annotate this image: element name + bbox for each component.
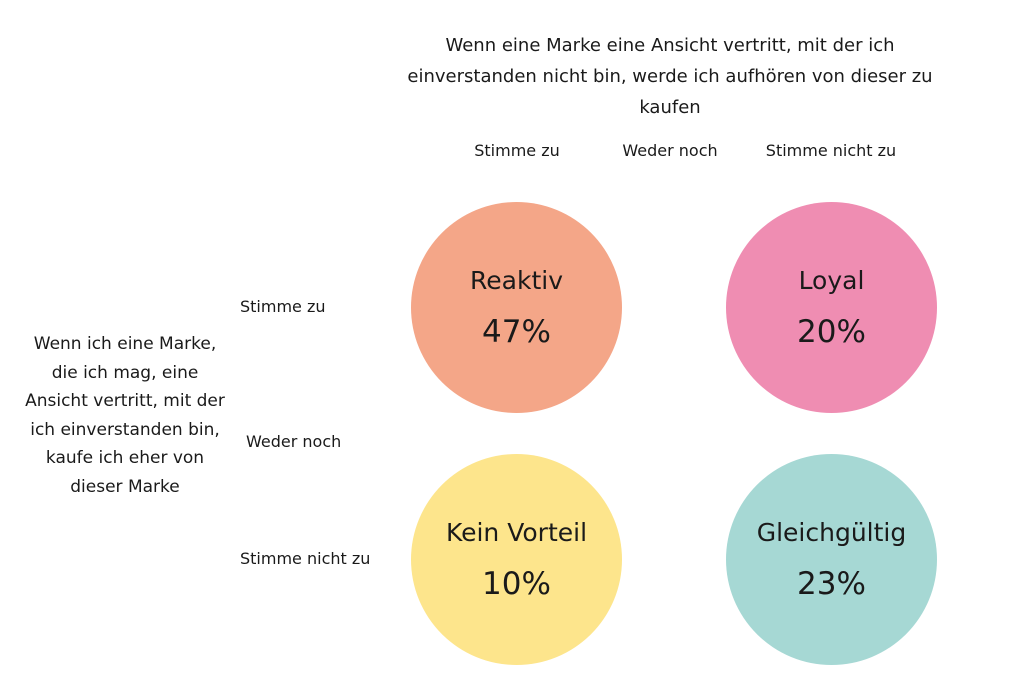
chart-title: Wenn eine Marke eine Ansicht vertritt, m…: [407, 35, 933, 118]
bubble-value: 47%: [482, 313, 551, 350]
row-axis-title: Wenn ich eine Marke, die ich mag, eine A…: [25, 334, 225, 497]
row-header-stimme-zu: Stimme zu: [240, 297, 326, 316]
bubble-label: Kein Vorteil: [445, 517, 588, 547]
row-header-stimme-nicht-zu: Stimme nicht zu: [240, 549, 371, 568]
column-header-weder-noch: Weder noch: [622, 141, 718, 160]
column-header-stimme-zu: Stimme zu: [474, 141, 560, 160]
row-header-weder-noch: Weder noch: [246, 432, 342, 451]
bubble-reaktiv: Reaktiv 47%: [411, 202, 622, 413]
bubble-kein-vorteil: Kein Vorteil 10%: [411, 454, 622, 665]
bubble-label: Gleichgültig: [756, 517, 907, 547]
bubble-label: Loyal: [798, 265, 865, 295]
bubble-label: Reaktiv: [470, 265, 563, 295]
column-header-stimme-nicht-zu: Stimme nicht zu: [765, 141, 897, 160]
bubble-value: 23%: [797, 565, 866, 602]
bubble-gleichgueltig: Gleichgültig 23%: [726, 454, 937, 665]
bubble-loyal: Loyal 20%: [726, 202, 937, 413]
bubble-value: 20%: [797, 313, 866, 350]
bubble-value: 10%: [482, 565, 551, 602]
